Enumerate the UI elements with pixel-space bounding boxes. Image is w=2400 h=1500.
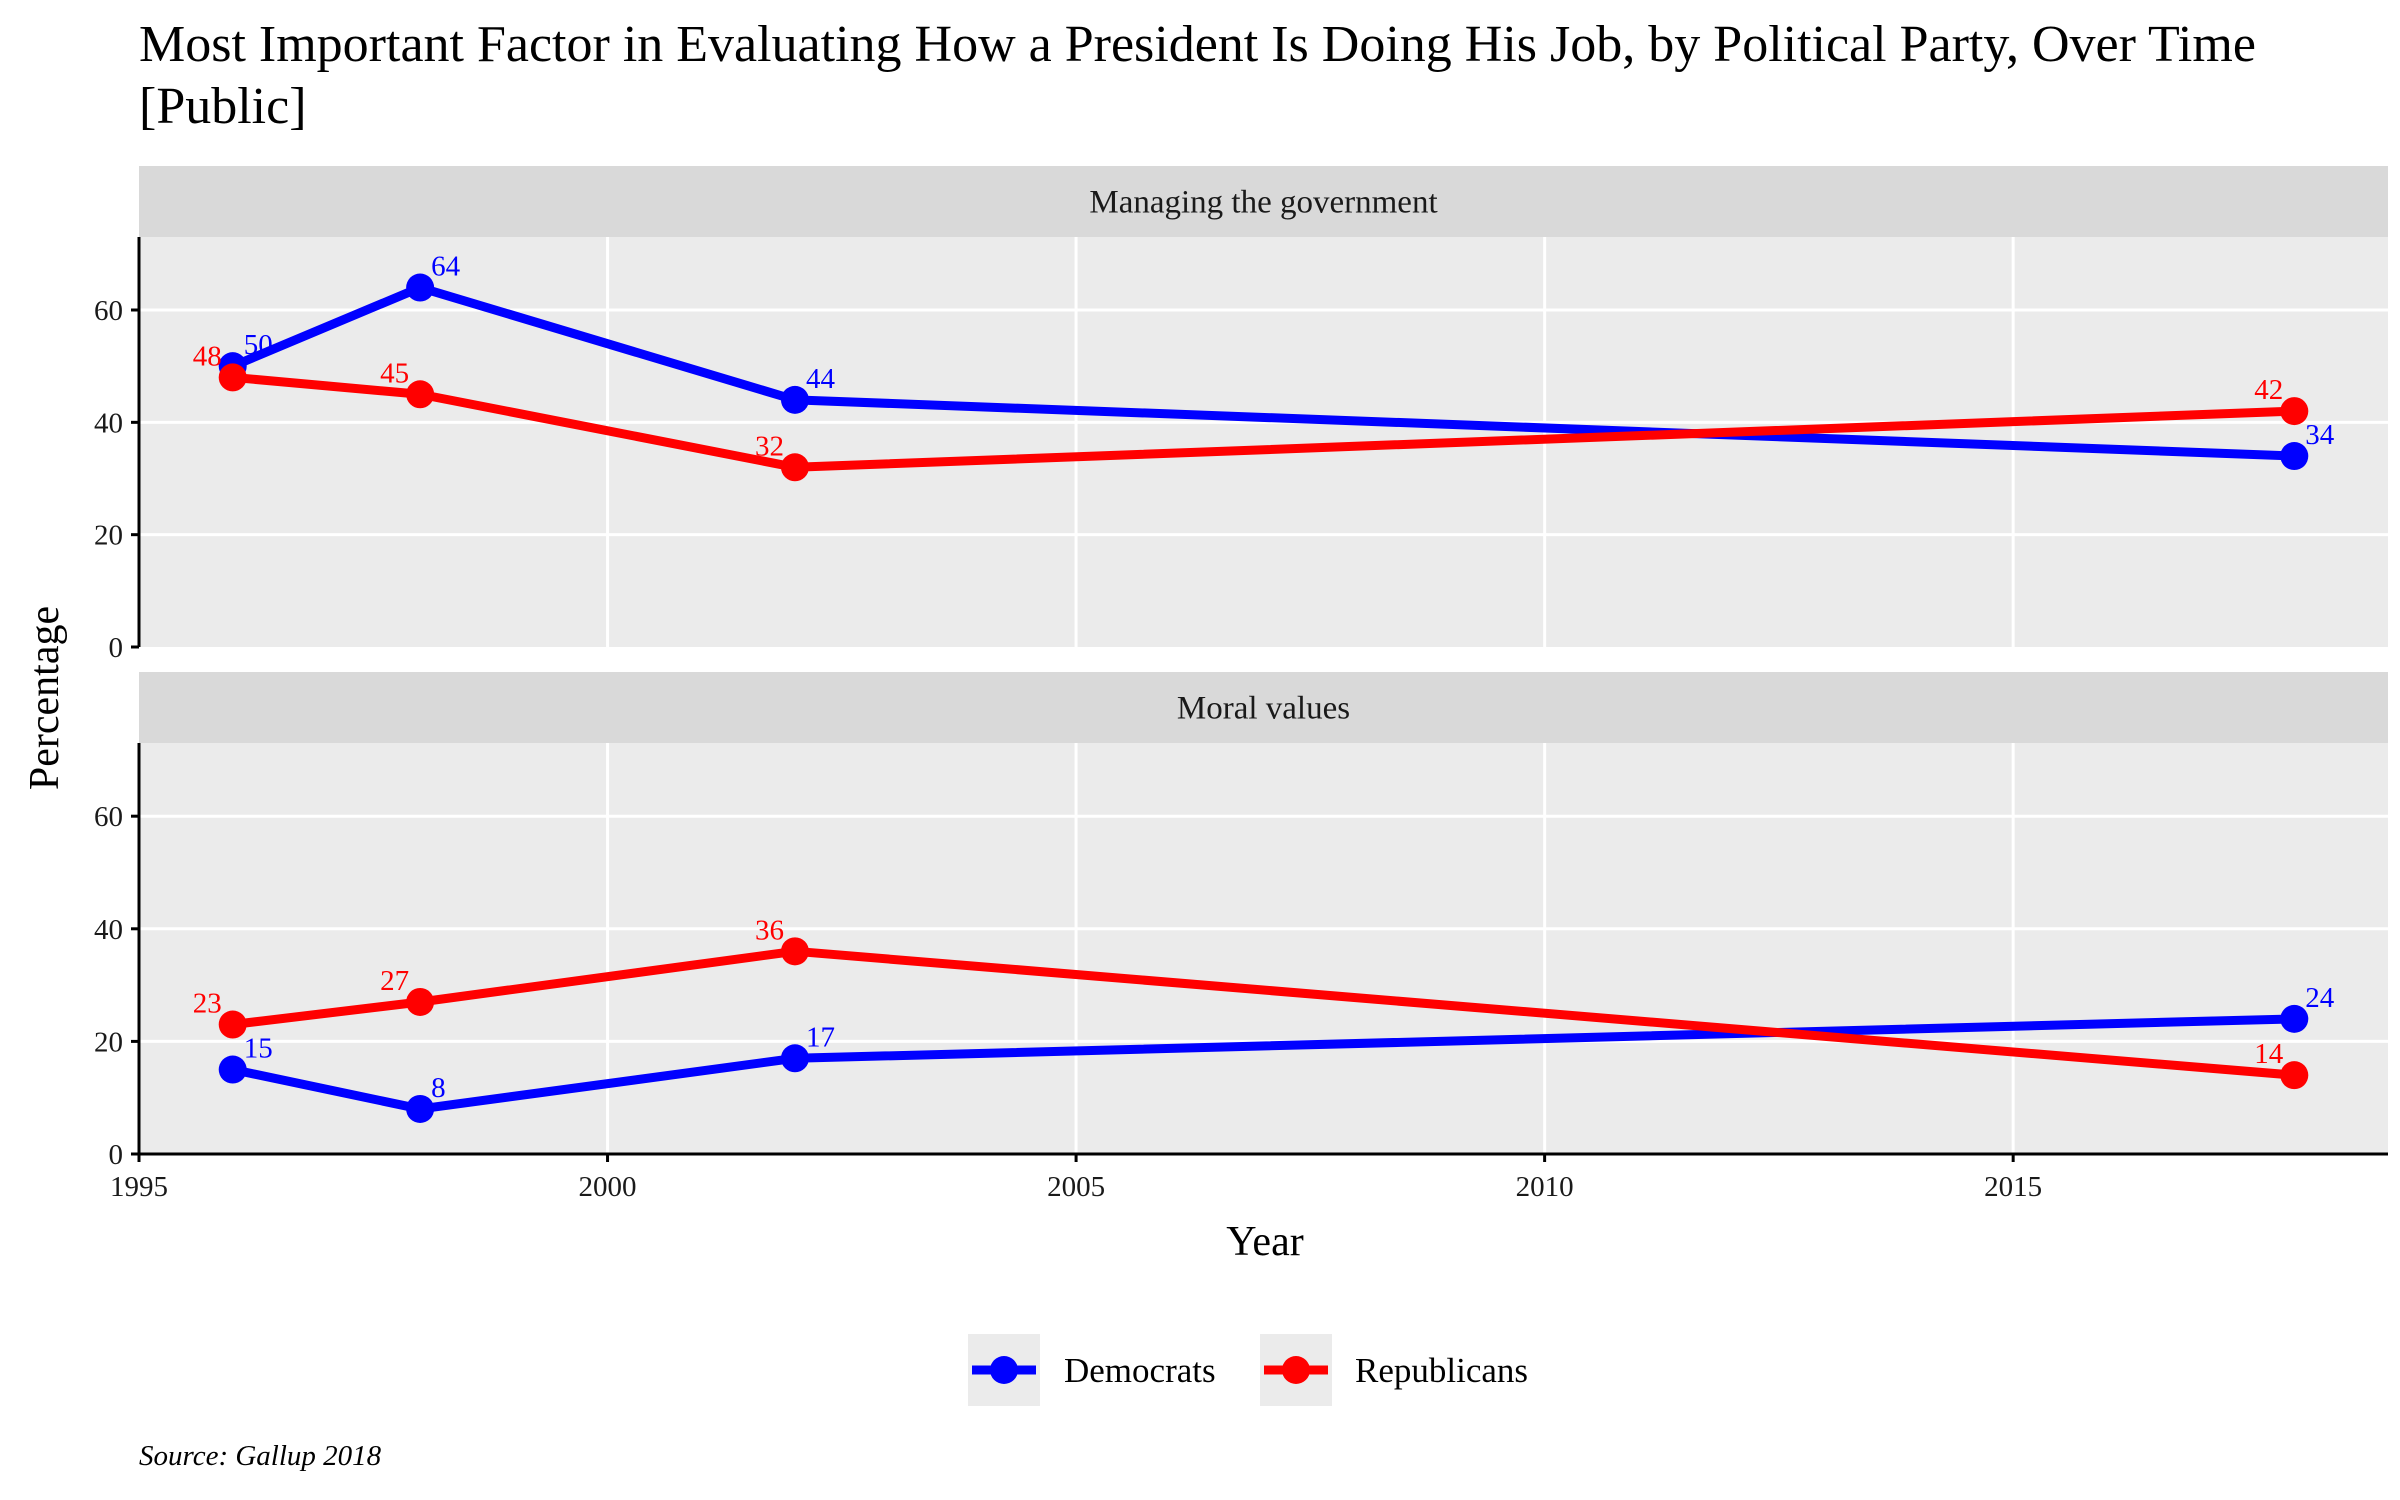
series-line-republicans [232, 372, 2295, 472]
chart-panels: Managing the government 0 20 40 60 50 64 44 34 48… [94, 166, 2388, 1203]
y-tick-label: 60 [94, 295, 123, 327]
x-axis-title: Year [1226, 1219, 1303, 1265]
data-label-republicans: 36 [755, 914, 784, 946]
data-label-democrats: 8 [431, 1072, 446, 1104]
data-point-democrats [2280, 442, 2309, 471]
data-point-democrats [218, 1055, 247, 1084]
panel-strip [139, 672, 2388, 743]
data-point-democrats [406, 1094, 435, 1123]
data-label-democrats: 64 [431, 251, 461, 283]
x-tick-label: 2000 [579, 1171, 637, 1203]
data-label-republicans: 14 [2254, 1038, 2284, 1070]
y-tick-label: 40 [94, 914, 123, 946]
series-line-democrats [231, 1014, 2295, 1114]
x-tick-label: 2015 [1984, 1171, 2042, 1203]
series-line-republicans [232, 946, 2295, 1080]
data-point-republicans [218, 1010, 247, 1039]
data-label-democrats: 15 [244, 1033, 273, 1065]
x-tick-label: 2005 [1047, 1171, 1105, 1203]
panel-managing-the-government: Managing the government 0 20 40 60 50 64 44 34 48… [94, 166, 2388, 664]
panel-moral-values: Moral values 0 20 40 60 1995 2000 2005 2010 2015 1… [94, 672, 2388, 1203]
legend-item-democrats: Democrats [968, 1334, 1216, 1406]
x-tick-label: 1995 [110, 1171, 168, 1203]
data-point-republicans [406, 987, 435, 1016]
data-label-republicans: 27 [380, 965, 409, 997]
y-axis-title: Percentage [22, 606, 68, 790]
y-tick-label: 0 [109, 632, 124, 664]
data-point-democrats [406, 273, 435, 302]
panel-strip [139, 166, 2388, 237]
data-point-democrats [2280, 1004, 2309, 1033]
legend-label-republicans: Republicans [1355, 1351, 1528, 1390]
legend-key-point-democrats [990, 1356, 1018, 1384]
legend-key-point-republicans [1282, 1356, 1310, 1384]
data-point-republicans [406, 380, 435, 409]
data-label-democrats: 50 [244, 329, 273, 361]
y-tick-label: 40 [94, 407, 123, 439]
chart-title: Most Important Factor in Evaluating How … [139, 16, 2256, 135]
series-line-democrats [230, 283, 2295, 461]
panel-strip-label: Managing the government [1089, 185, 1437, 221]
panel-strip-label: Moral values [1177, 691, 1350, 727]
y-tick-label: 0 [109, 1139, 124, 1171]
data-label-republicans: 48 [193, 340, 222, 372]
data-label-republicans: 42 [2254, 374, 2283, 406]
data-point-democrats [780, 385, 809, 414]
y-tick-label: 20 [94, 520, 123, 552]
data-label-republicans: 32 [755, 430, 784, 462]
data-label-democrats: 34 [2305, 419, 2335, 451]
data-point-republicans [218, 363, 247, 392]
data-label-democrats: 24 [2305, 982, 2335, 1014]
data-label-democrats: 44 [806, 363, 836, 395]
legend-label-democrats: Democrats [1064, 1351, 1216, 1390]
legend: Democrats Republicans [968, 1334, 1528, 1406]
panel-background [139, 237, 2388, 647]
data-label-democrats: 17 [806, 1021, 835, 1053]
y-tick-label: 20 [94, 1026, 123, 1058]
y-tick-label: 60 [94, 801, 123, 833]
data-point-republicans [780, 937, 809, 966]
data-point-republicans [2280, 397, 2309, 426]
data-label-republicans: 45 [380, 357, 409, 389]
source-note: Source: Gallup 2018 [139, 1440, 382, 1472]
data-label-republicans: 23 [193, 988, 222, 1020]
data-point-republicans [780, 453, 809, 482]
legend-item-republicans: Republicans [1260, 1334, 1528, 1406]
data-point-republicans [2280, 1061, 2309, 1090]
data-point-democrats [780, 1044, 809, 1073]
panel-background [139, 743, 2388, 1154]
x-tick-label: 2010 [1516, 1171, 1574, 1203]
